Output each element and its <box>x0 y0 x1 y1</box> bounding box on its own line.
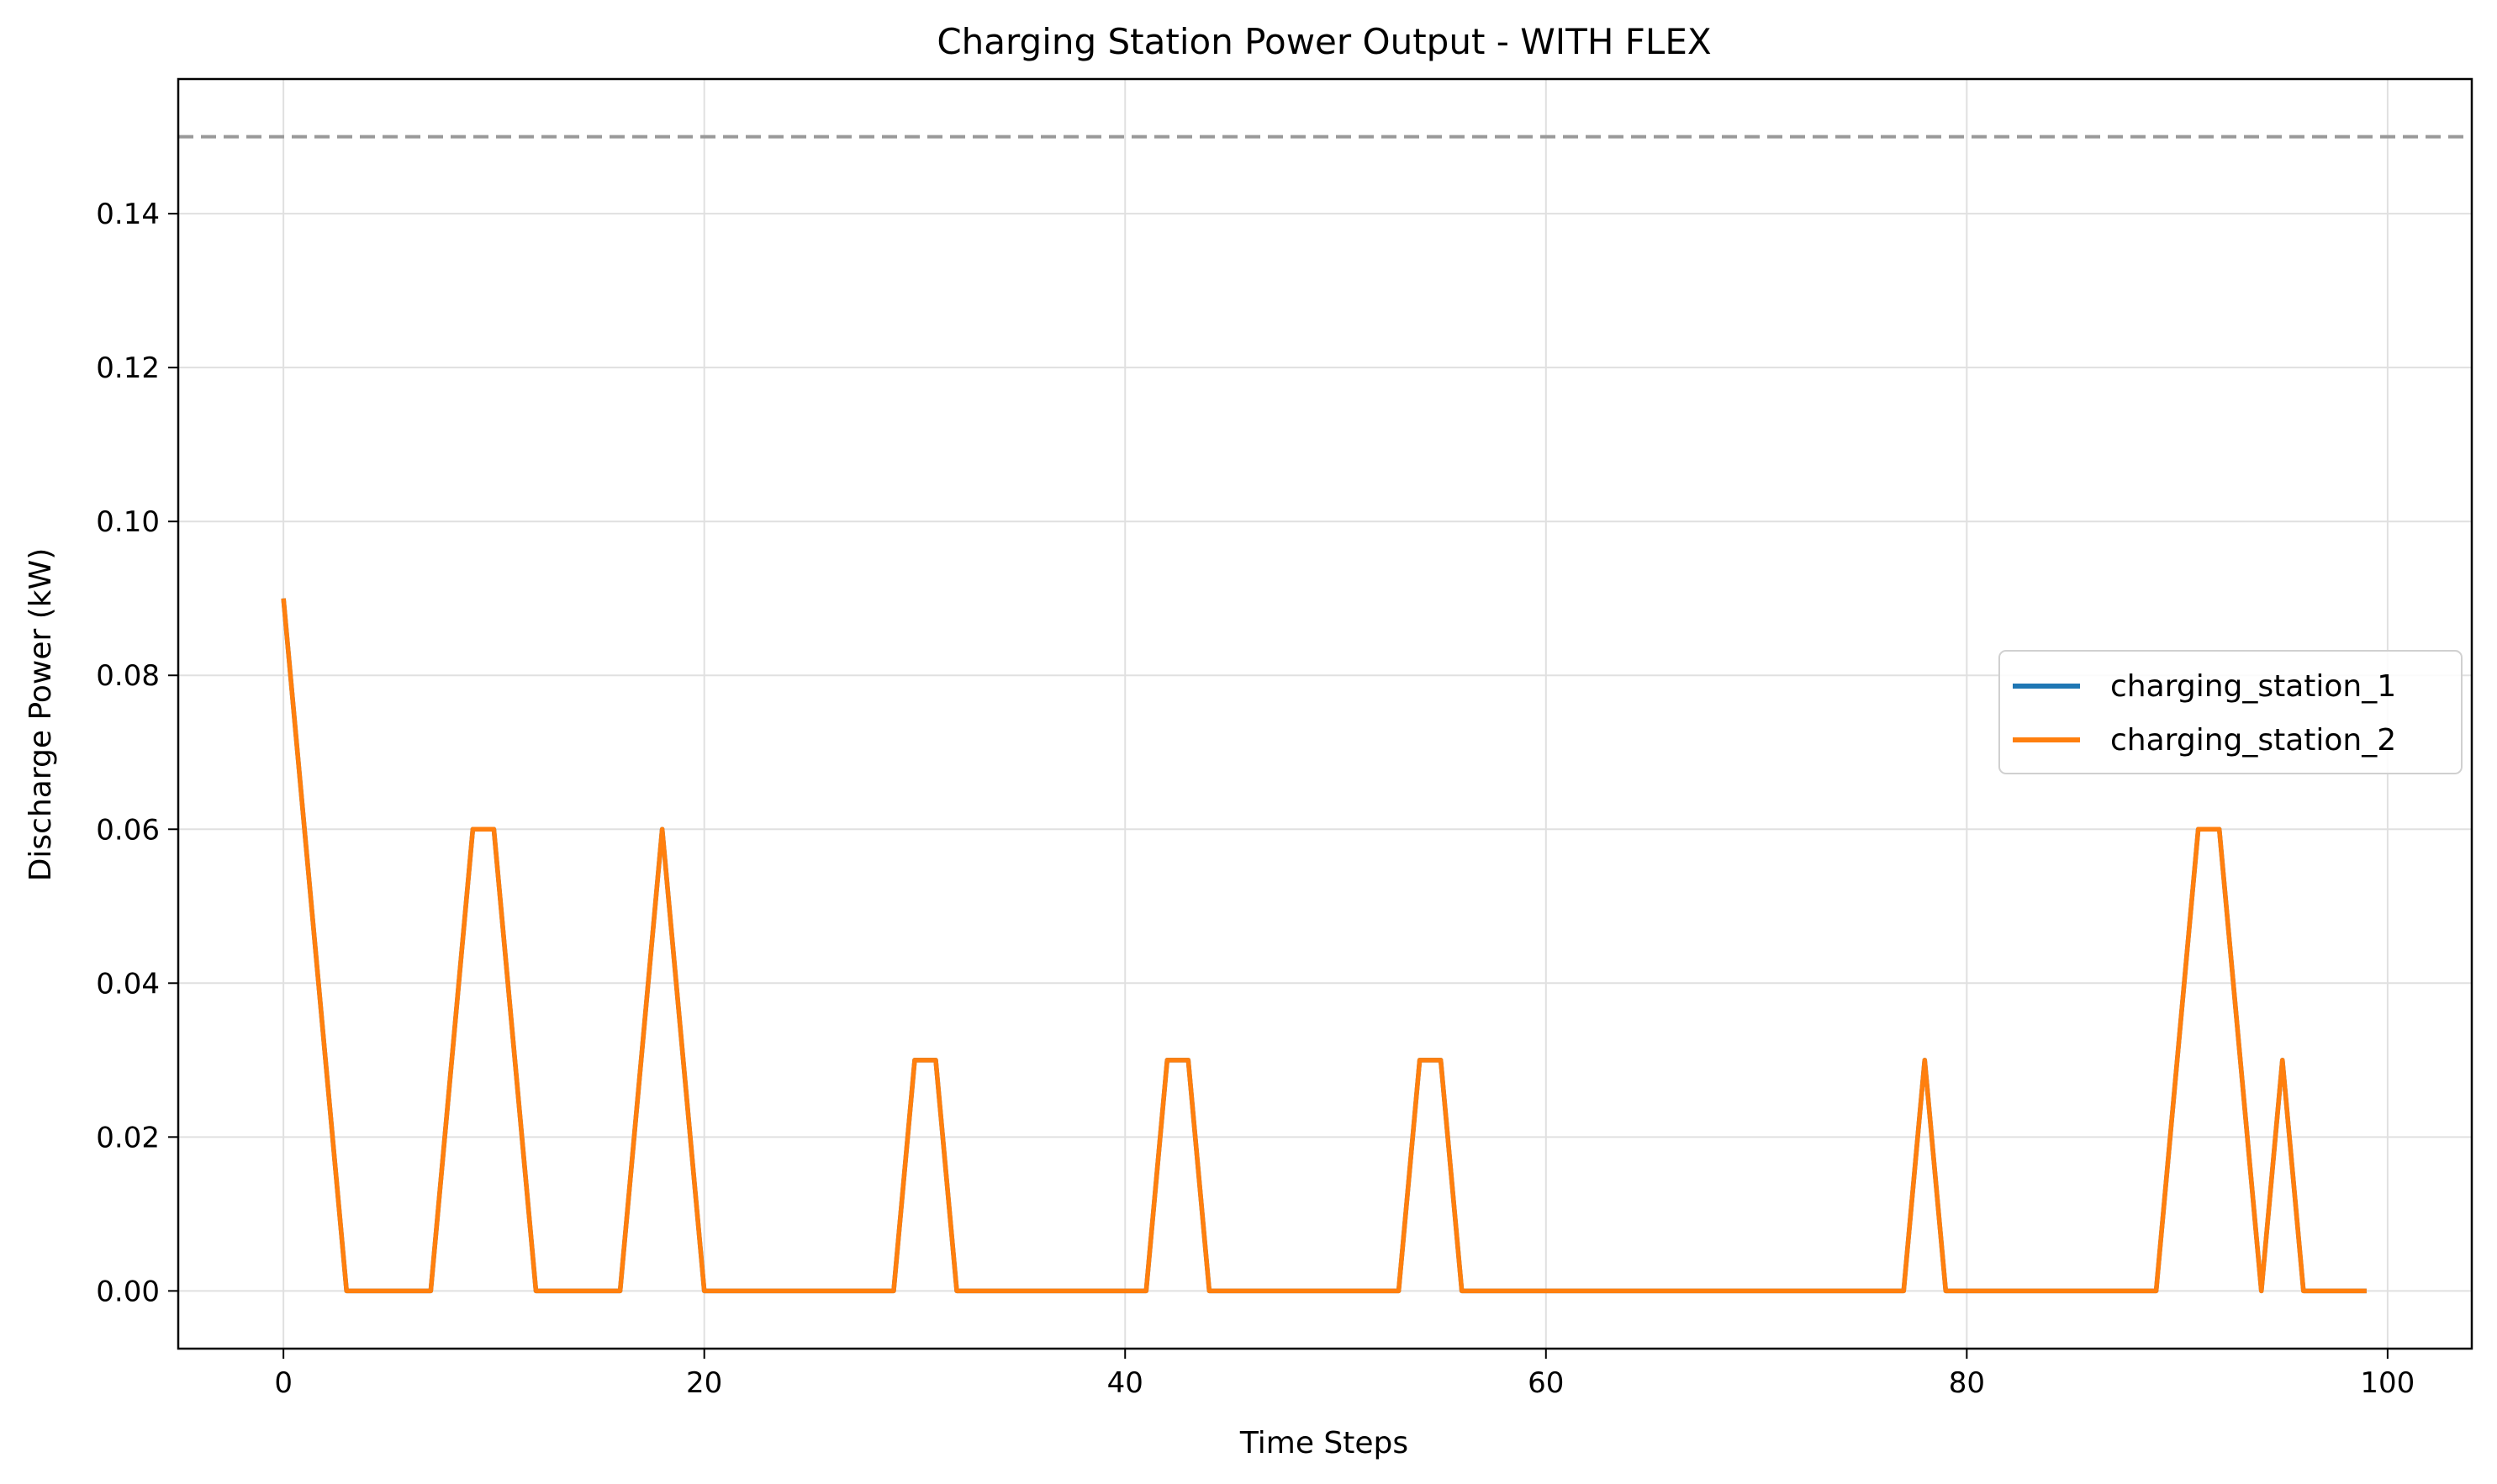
x-tick-label: 0 <box>274 1366 293 1400</box>
legend: charging_station_1 charging_station_2 <box>1998 650 2463 774</box>
series-layer <box>281 598 2367 1294</box>
y-tick-label: 0.08 <box>96 659 160 693</box>
x-axis-label: Time Steps <box>1239 1426 1408 1460</box>
y-axis-label: Discharge Power (kW) <box>24 548 58 882</box>
chart-title: Charging Station Power Output - WITH FLE… <box>937 21 1711 62</box>
y-tick-label: 0.04 <box>96 967 160 1001</box>
y-tick-label: 0.00 <box>96 1275 160 1308</box>
x-tick-label: 100 <box>2360 1366 2415 1400</box>
plot-area-frame <box>177 77 2473 1350</box>
legend-entry-label: charging_station_2 <box>2110 723 2396 758</box>
legend-box <box>1998 650 2463 774</box>
y-tick-label: 0.06 <box>96 813 160 847</box>
tick-layer: 0 20 40 60 80 100 0.00 0.02 0.04 0.06 0.08 0.10 0.12… <box>96 198 2415 1400</box>
y-tick-label: 0.14 <box>96 198 160 231</box>
series-line-charging_station_2 <box>281 598 2367 1294</box>
y-tick-label: 0.12 <box>96 351 160 385</box>
x-tick-label: 80 <box>1949 1366 1985 1400</box>
x-tick-label: 40 <box>1107 1366 1143 1400</box>
x-tick-label: 60 <box>1528 1366 1564 1400</box>
legend-entry-label: charging_station_1 <box>2110 669 2396 704</box>
x-tick-label: 20 <box>686 1366 722 1400</box>
y-tick-label: 0.02 <box>96 1121 160 1154</box>
y-tick-label: 0.10 <box>96 505 160 539</box>
